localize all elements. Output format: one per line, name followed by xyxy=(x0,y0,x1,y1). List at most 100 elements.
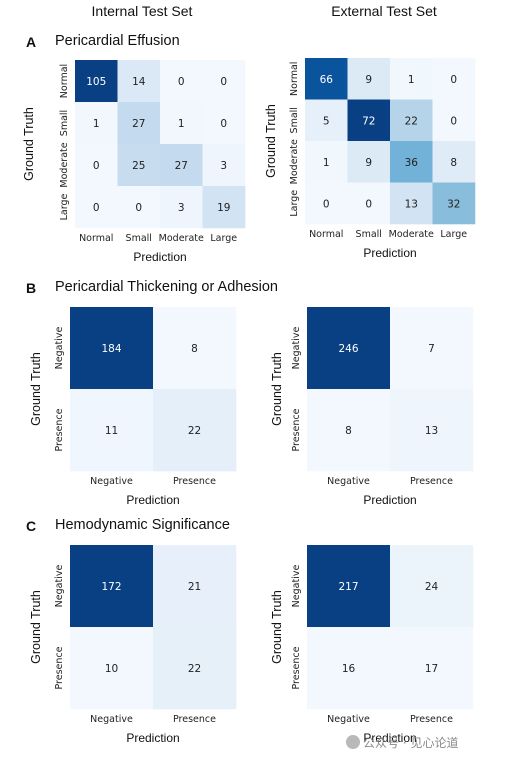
heatmap-1-cell-0-1 xyxy=(347,58,391,100)
heatmap-1-cell-2-2 xyxy=(390,141,433,183)
heatmap-1-value-3-1: 0 xyxy=(365,198,372,210)
heatmap-1-ytick-2: Moderate xyxy=(289,139,300,184)
heatmap-4-ytick-0: Negative xyxy=(54,565,65,608)
heatmap-1-value-0-1: 9 xyxy=(365,74,372,86)
heatmap-5-cell-1-0 xyxy=(307,627,391,710)
heatmap-0-cell-2-1 xyxy=(117,144,161,187)
heatmap-0-value-2-1: 25 xyxy=(132,160,145,172)
heatmap-0-ytick-0: Normal xyxy=(59,64,70,98)
heatmap-4-cell-1-0 xyxy=(70,627,154,710)
heatmap-5-value-0-1: 24 xyxy=(425,581,439,593)
heatmap-0-cell-2-3 xyxy=(202,144,246,187)
heatmap-1-cell-0-3 xyxy=(432,58,476,100)
heatmap-0-cell-1-0 xyxy=(75,102,118,145)
heatmap-4-ytick-1: Presence xyxy=(54,646,65,689)
panel-a-title: Pericardial Effusion xyxy=(55,33,180,49)
heatmap-1-value-1-1: 72 xyxy=(362,115,375,127)
heatmap-1-value-2-1: 9 xyxy=(365,157,372,169)
heatmap-5-xlabel: Prediction xyxy=(363,731,416,745)
heatmap-1-value-2-2: 36 xyxy=(405,157,419,169)
heatmap-0-cell-3-0 xyxy=(75,186,118,229)
heatmap-4-cell-0-0 xyxy=(70,545,154,628)
heatmap-0-value-0-0: 105 xyxy=(86,76,106,88)
heatmap-3-cell-1-0 xyxy=(307,389,391,472)
heatmap-2-cell-1-0 xyxy=(70,389,154,472)
heatmap-0-value-0-3: 0 xyxy=(220,76,227,88)
heatmap-2-value-1-1: 22 xyxy=(188,425,201,437)
heatmap-1-xtick-3: Large xyxy=(440,229,467,240)
heatmap-5-cell-1-1 xyxy=(390,627,474,710)
heatmap-5-cell-0-1 xyxy=(390,545,474,628)
heatmap-0-ytick-1: Small xyxy=(59,110,70,136)
heatmap-0-value-3-2: 3 xyxy=(178,202,185,214)
heatmap-0-cell-1-3 xyxy=(202,102,246,145)
heatmap-3-xlabel: Prediction xyxy=(363,493,416,507)
heatmap-1-ytick-0: Normal xyxy=(289,62,300,96)
heatmap-1-cell-0-2 xyxy=(390,58,433,100)
heatmap-3-value-0-1: 7 xyxy=(428,343,435,355)
heatmap-3-cell-0-0 xyxy=(307,307,391,390)
heatmap-0-value-2-2: 27 xyxy=(175,160,188,172)
panel-a-letter: A xyxy=(26,34,37,50)
panel-b-title: Pericardial Thickening or Adhesion xyxy=(55,279,279,295)
heatmap-1-cell-1-2 xyxy=(390,99,433,142)
heatmap-1-value-1-0: 5 xyxy=(323,115,330,127)
heatmap-0-cell-3-2 xyxy=(160,186,203,229)
heatmap-2-ytick-1: Presence xyxy=(54,408,65,451)
heatmap-0-xtick-3: Large xyxy=(210,233,237,244)
heatmap-3-cell-0-1 xyxy=(390,307,474,390)
heatmap-0-value-0-1: 14 xyxy=(132,76,146,88)
heatmap-2-xtick-1: Presence xyxy=(173,476,216,487)
heatmap-1-value-3-3: 32 xyxy=(447,198,460,210)
heatmap-4-value-1-1: 22 xyxy=(188,663,201,675)
heatmap-1-cell-2-1 xyxy=(347,141,391,183)
heatmap-0-cell-0-3 xyxy=(202,60,246,103)
heatmap-5-value-1-1: 17 xyxy=(425,663,438,675)
heatmap-1-value-3-0: 0 xyxy=(323,198,330,210)
heatmap-0-xlabel: Prediction xyxy=(133,250,186,264)
heatmap-1-cell-3-2 xyxy=(390,182,433,225)
external-test-set-header: External Test Set xyxy=(331,3,437,19)
heatmap-1-cell-3-3 xyxy=(432,182,476,225)
heatmap-2-cell-1-1 xyxy=(153,389,237,472)
heatmap-0-cell-2-0 xyxy=(75,144,118,187)
heatmap-0-cell-3-1 xyxy=(117,186,161,229)
heatmap-5-xtick-0: Negative xyxy=(327,714,370,725)
heatmap-1-cell-3-0 xyxy=(305,182,348,225)
heatmap-0-xtick-1: Small xyxy=(126,233,152,244)
heatmap-1-cell-1-3 xyxy=(432,99,476,142)
heatmap-3-cell-1-1 xyxy=(390,389,474,472)
heatmap-0-value-2-0: 0 xyxy=(93,160,100,172)
heatmap-0-value-1-0: 1 xyxy=(93,118,100,130)
heatmap-2-value-0-1: 8 xyxy=(191,343,198,355)
heatmap-3-ylabel: Ground Truth xyxy=(270,352,284,426)
heatmap-1-ytick-3: Large xyxy=(289,190,300,217)
heatmap-0-xtick-2: Moderate xyxy=(159,233,204,244)
heatmap-1-xtick-0: Normal xyxy=(309,229,343,240)
heatmap-0-cell-3-3 xyxy=(202,186,246,229)
watermark-text: 公众号 · 见心论道 xyxy=(363,736,459,750)
heatmap-3-ytick-1: Presence xyxy=(291,408,302,451)
heatmap-2-value-0-0: 184 xyxy=(101,343,121,355)
heatmap-5-ytick-1: Presence xyxy=(291,646,302,689)
heatmap-1-xtick-1: Small xyxy=(356,229,382,240)
heatmap-0-value-3-0: 0 xyxy=(93,202,100,214)
heatmap-4-value-0-0: 172 xyxy=(101,581,121,593)
heatmap-1-cell-1-0 xyxy=(305,99,348,142)
wechat-icon xyxy=(346,735,360,749)
heatmap-0-value-2-3: 3 xyxy=(220,160,227,172)
heatmap-1-cell-3-1 xyxy=(347,182,391,225)
heatmap-0-value-3-1: 0 xyxy=(135,202,142,214)
heatmap-2-value-1-0: 11 xyxy=(105,425,118,437)
heatmap-1-value-1-2: 22 xyxy=(405,115,418,127)
heatmap-1-value-2-0: 1 xyxy=(323,157,330,169)
heatmap-4-xlabel: Prediction xyxy=(126,731,179,745)
heatmap-0-value-0-2: 0 xyxy=(178,76,185,88)
heatmap-1-cell-2-3 xyxy=(432,141,476,183)
heatmap-5-ylabel: Ground Truth xyxy=(270,590,284,664)
heatmap-0-cell-2-2 xyxy=(160,144,203,187)
heatmap-4-ylabel: Ground Truth xyxy=(29,590,43,664)
heatmap-1-value-0-0: 66 xyxy=(320,74,334,86)
heatmap-5-value-0-0: 217 xyxy=(338,581,358,593)
heatmap-0-cell-0-1 xyxy=(117,60,161,103)
